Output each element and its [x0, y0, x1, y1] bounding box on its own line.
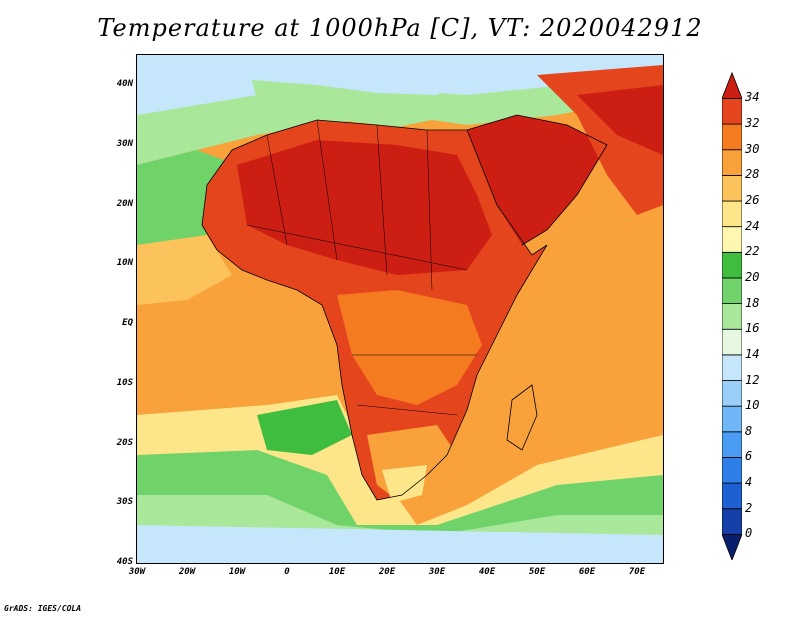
colorbar-swatch	[722, 201, 742, 227]
colorbar-swatch	[722, 227, 742, 253]
latitude-label: 40N	[117, 79, 133, 89]
colorbar-swatch	[722, 457, 742, 483]
colorbar-swatch	[722, 406, 742, 432]
colorbar-label: 30	[745, 142, 759, 156]
longitude-label: 20E	[379, 567, 395, 577]
colorbar-swatch	[722, 73, 742, 99]
colorbar-label: 28	[745, 167, 759, 181]
colorbar	[722, 60, 742, 560]
colorbar-swatch	[722, 98, 742, 124]
colorbar-label: 0	[745, 526, 752, 540]
longitude-label: 30W	[129, 567, 145, 577]
latitude-label: 10S	[117, 378, 133, 388]
latitude-label: 20N	[117, 199, 133, 209]
colorbar-label: 16	[745, 321, 759, 335]
colorbar-label: 20	[745, 270, 759, 284]
colorbar-label: 24	[745, 219, 759, 233]
colorbar-swatch	[722, 278, 742, 304]
colorbar-swatch	[722, 355, 742, 381]
colorbar-swatch	[722, 381, 742, 407]
colorbar-label: 22	[745, 244, 759, 258]
colorbar-swatch	[722, 432, 742, 458]
colorbar-label: 10	[745, 398, 759, 412]
colorbar-label: 14	[745, 347, 759, 361]
colorbar-swatch	[722, 483, 742, 509]
latitude-label: 30N	[117, 139, 133, 149]
colorbar-swatch	[722, 329, 742, 355]
latitude-label: 40S	[117, 557, 133, 567]
longitude-label: 60E	[579, 567, 595, 577]
colorbar-swatch	[722, 304, 742, 330]
colorbar-label: 2	[745, 501, 752, 515]
colorbar-swatch	[722, 509, 742, 535]
latitude-label: EQ	[122, 318, 133, 328]
longitude-label: 40E	[479, 567, 495, 577]
colorbar-swatch	[722, 534, 742, 560]
colorbar-label: 8	[745, 424, 752, 438]
credit-text: GrADS: IGES/COLA	[4, 604, 81, 613]
chart-title: Temperature at 1000hPa [C], VT: 20200429…	[0, 14, 800, 42]
longitude-label: 50E	[529, 567, 545, 577]
colorbar-label: 18	[745, 296, 759, 310]
temperature-map	[137, 55, 663, 563]
colorbar-label: 6	[745, 449, 752, 463]
colorbar-label: 26	[745, 193, 759, 207]
longitude-label: 30E	[429, 567, 445, 577]
longitude-label: 0	[284, 567, 289, 577]
longitude-label: 10E	[329, 567, 345, 577]
longitude-label: 20W	[179, 567, 195, 577]
longitude-label: 70E	[629, 567, 645, 577]
latitude-label: 20S	[117, 438, 133, 448]
colorbar-swatch	[722, 252, 742, 278]
colorbar-label: 32	[745, 116, 759, 130]
map-svg	[137, 55, 663, 563]
colorbar-swatch	[722, 150, 742, 176]
colorbar-swatch	[722, 175, 742, 201]
colorbar-label: 12	[745, 373, 759, 387]
longitude-label: 10W	[229, 567, 245, 577]
colorbar-label: 34	[745, 90, 759, 104]
latitude-label: 10N	[117, 258, 133, 268]
colorbar-swatch	[722, 124, 742, 150]
latitude-label: 30S	[117, 497, 133, 507]
colorbar-label: 4	[745, 475, 752, 489]
